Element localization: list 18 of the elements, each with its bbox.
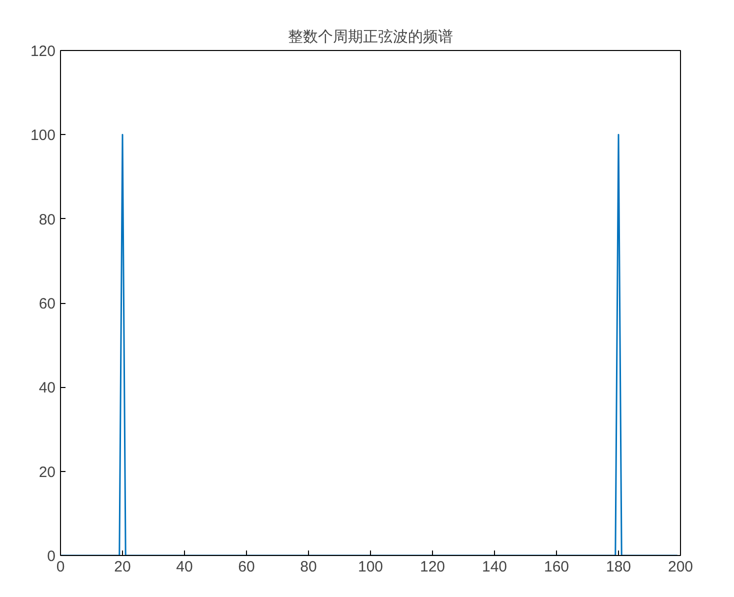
y-tick-label: 100 [30,127,56,144]
x-tick-label: 180 [606,558,632,576]
x-tick-label: 20 [114,558,131,576]
y-tick-label: 0 [47,548,56,565]
x-tick-label: 60 [238,558,255,576]
y-tick-label: 40 [38,380,56,397]
y-tick-label: 120 [30,43,56,60]
x-tick-label: 140 [482,558,508,576]
x-tick-label: 40 [176,558,193,576]
x-tick-label: 80 [300,558,317,576]
x-tick-label: 160 [544,558,570,576]
x-tick-label: 100 [358,558,384,576]
x-tick-label: 120 [420,558,446,576]
chart-title: 整数个周期正弦波的频谱 [288,28,453,46]
y-tick-label: 20 [38,464,56,481]
x-tick-label: 200 [668,558,694,576]
y-tick-label: 80 [38,211,56,228]
y-tick-label: 60 [38,296,56,312]
